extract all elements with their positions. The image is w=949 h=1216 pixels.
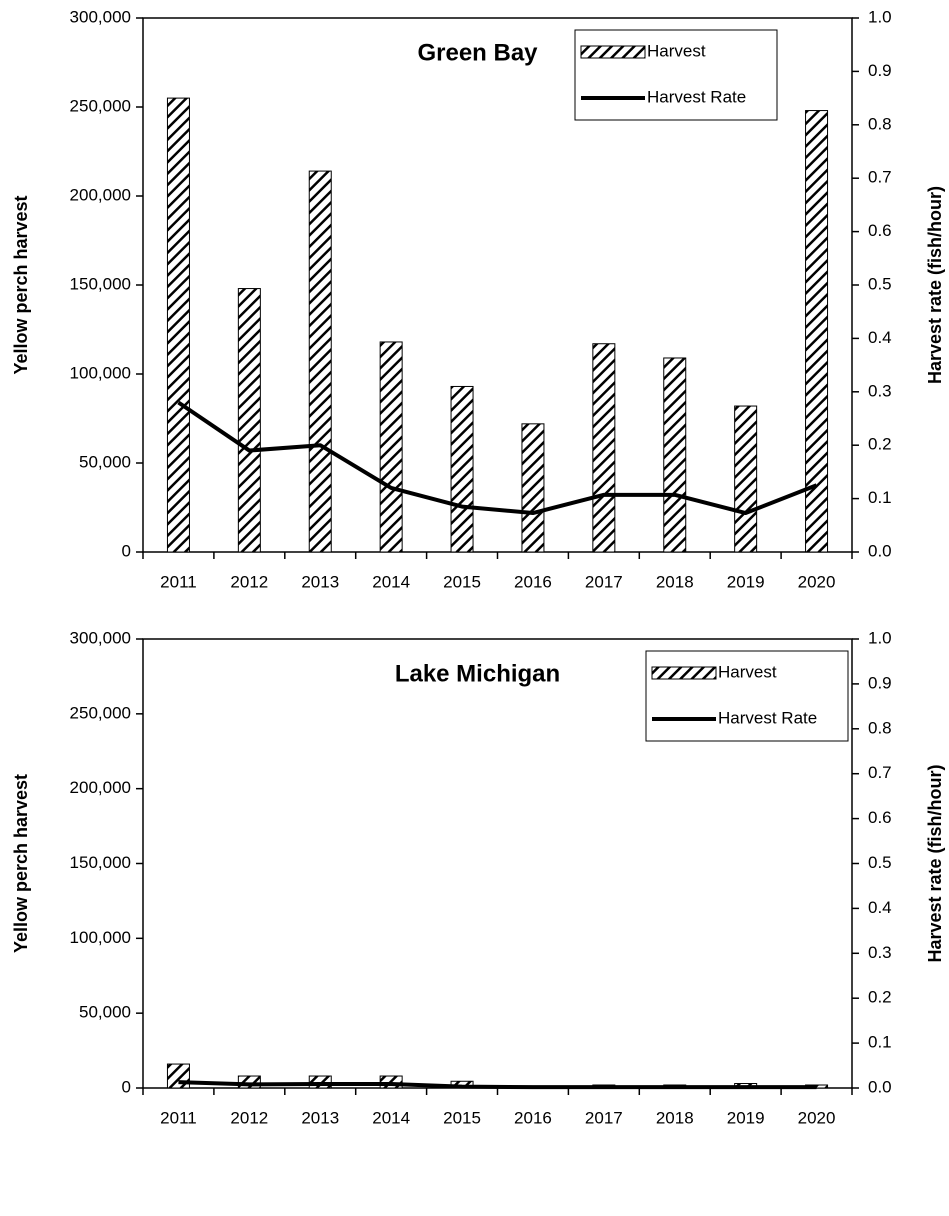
y-axis-title: Yellow perch harvest [11,774,31,953]
legend-swatch [651,666,717,680]
y2-tick-label: 0.0 [868,1077,892,1096]
y2-tick-label: 0.6 [868,221,892,240]
x-tick-label: 2020 [798,572,836,591]
x-tick-label: 2014 [372,1108,410,1127]
bar [166,1063,190,1089]
x-tick-label: 2016 [514,1108,552,1127]
x-tick-label: 2018 [656,572,694,591]
legend-swatch [580,45,646,59]
y-tick-label: 50,000 [79,1003,131,1022]
x-tick-label: 2013 [301,572,339,591]
bar [450,385,474,553]
y2-tick-label: 0.7 [868,168,892,187]
y-tick-label: 100,000 [70,363,131,382]
rate-line [178,1080,817,1090]
bar [521,423,545,553]
y-tick-label: 0 [122,1077,131,1096]
y-tick-label: 0 [122,541,131,560]
y2-tick-label: 0.3 [868,943,892,962]
x-tick-label: 2016 [514,572,552,591]
y2-tick-label: 0.2 [868,435,892,454]
y-tick-label: 150,000 [70,853,131,872]
legend-label: Harvest [647,41,706,60]
y2-axis-title: Harvest rate (fish/hour) [925,764,945,962]
y2-tick-label: 0.4 [868,898,892,917]
y-tick-label: 250,000 [70,703,131,722]
x-tick-label: 2018 [656,1108,694,1127]
legend-label: Harvest [718,662,777,681]
x-tick-label: 2017 [585,1108,623,1127]
bar [308,170,332,553]
y2-tick-label: 0.9 [868,673,892,692]
y2-axis-title: Harvest rate (fish/hour) [925,186,945,384]
chart-title: Lake Michigan [395,660,560,687]
x-tick-label: 2013 [301,1108,339,1127]
x-tick-label: 2015 [443,1108,481,1127]
y2-tick-label: 0.9 [868,61,892,80]
x-tick-label: 2020 [798,1108,836,1127]
y2-tick-label: 0.1 [868,488,892,507]
y-tick-label: 50,000 [79,452,131,471]
y2-tick-label: 0.7 [868,763,892,782]
y2-tick-label: 0.1 [868,1033,892,1052]
chart-title: Green Bay [417,39,538,66]
x-tick-label: 2011 [160,1108,197,1127]
y-tick-label: 150,000 [70,274,131,293]
bar [379,341,403,553]
y2-tick-label: 0.5 [868,274,892,293]
legend-label: Harvest Rate [718,708,817,727]
x-tick-label: 2012 [230,572,268,591]
y2-tick-label: 0.8 [868,114,892,133]
y-axis-title: Yellow perch harvest [11,195,31,374]
bar [166,97,190,553]
y-tick-label: 100,000 [70,928,131,947]
bar [592,343,616,553]
y2-tick-label: 0.5 [868,853,892,872]
bar [237,1075,261,1089]
legend-box [645,650,849,742]
y-tick-label: 200,000 [70,185,131,204]
bar [237,288,261,553]
legend-label: Harvest Rate [647,87,746,106]
x-tick-label: 2019 [727,572,765,591]
y-tick-label: 300,000 [70,7,131,26]
x-tick-label: 2017 [585,572,623,591]
y2-tick-label: 1.0 [868,628,892,647]
y-tick-label: 250,000 [70,96,131,115]
x-tick-label: 2012 [230,1108,268,1127]
y-tick-label: 300,000 [70,628,131,647]
x-tick-label: 2019 [727,1108,765,1127]
y2-tick-label: 0.3 [868,381,892,400]
y-tick-label: 200,000 [70,778,131,797]
x-tick-label: 2011 [160,572,197,591]
y2-tick-label: 0.4 [868,328,892,347]
bar [805,110,829,553]
bar [734,405,758,553]
bar [663,357,687,553]
y2-tick-label: 0.6 [868,808,892,827]
x-tick-label: 2014 [372,572,410,591]
y2-tick-label: 0.8 [868,718,892,737]
x-tick-label: 2015 [443,572,481,591]
y2-tick-label: 1.0 [868,7,892,26]
rate-line [177,400,818,516]
y2-tick-label: 0.2 [868,988,892,1007]
y2-tick-label: 0.0 [868,541,892,560]
legend-box [574,29,778,121]
